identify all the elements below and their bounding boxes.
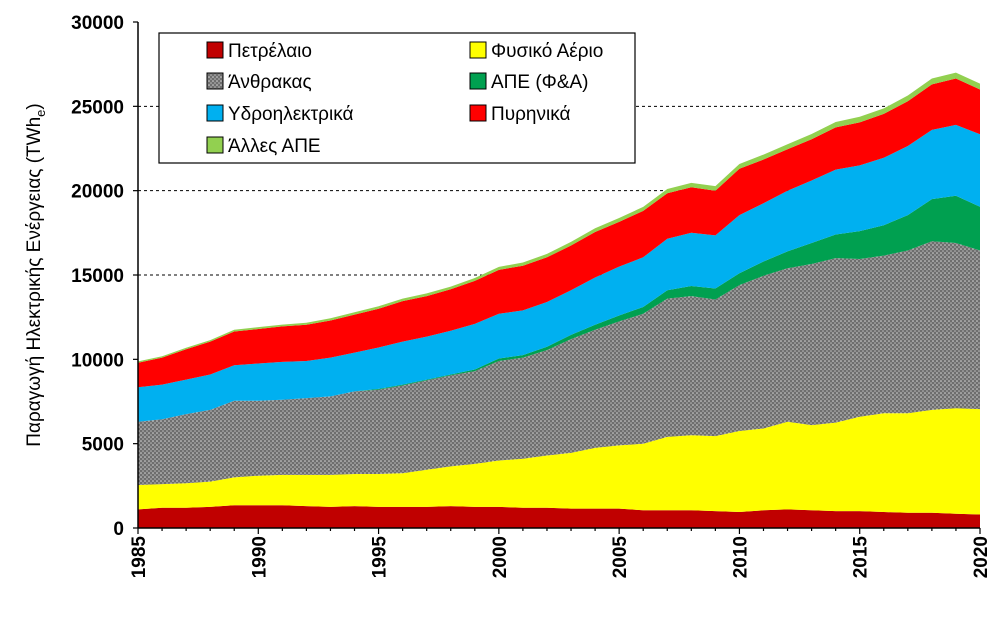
legend-swatch (206, 72, 224, 90)
x-tick-label: 2005 (610, 536, 631, 579)
y-tick-label: 25000 (71, 97, 124, 118)
area-2 (138, 241, 980, 485)
legend-label: Υδροηλεκτρικά (228, 104, 353, 125)
y-tick-label: 30000 (71, 13, 124, 34)
x-tick-label: 1990 (249, 536, 270, 578)
y-tick-label: 5000 (82, 435, 124, 456)
legend-swatch (469, 104, 487, 122)
x-tick-labels: 1985 1990 1995 2000 2005 2010 2015 2020 (129, 536, 992, 579)
legend-label: Άνθρακας (228, 72, 312, 93)
y-tick-label: 10000 (71, 350, 124, 371)
legend-label: Άλλες ΑΠΕ (228, 136, 321, 157)
y-tick-label: 0 (113, 519, 124, 540)
axes (133, 21, 981, 534)
legend-swatch (206, 136, 224, 154)
area-0 (138, 505, 980, 528)
x-tick-label: 1985 (129, 536, 150, 579)
legend-swatch (206, 41, 224, 59)
area-1 (138, 408, 980, 515)
y-axis-label: Παραγωγή Ηλεκτρικής Ενέργειας (TWhe) (24, 103, 48, 446)
x-tick-label: 2015 (851, 536, 872, 579)
x-tick-label: 2020 (971, 536, 992, 578)
legend-label: Πετρέλαιο (228, 41, 312, 62)
legend-swatch (206, 104, 224, 122)
legend-label: Φυσικό Αέριο (491, 41, 603, 62)
x-tick-label: 2000 (490, 536, 511, 578)
legend-swatch (469, 41, 487, 59)
x-tick-label: 1995 (370, 536, 391, 579)
area-4 (138, 124, 980, 422)
y-tick-labels: 0 5000 10000 15000 20000 25000 30000 (71, 13, 124, 540)
legend: Πετρέλαιο Φυσικό Αέριο Άνθρακας ΑΠΕ (Φ&Α) Υδ… (158, 32, 636, 164)
area-series (138, 72, 980, 528)
legend-label: ΑΠΕ (Φ&Α) (491, 72, 589, 93)
legend-box (158, 32, 636, 164)
x-tick-label: 2010 (730, 536, 751, 578)
legend-swatch (469, 72, 487, 90)
y-tick-label: 20000 (71, 182, 124, 203)
legend-label: Πυρηνικά (491, 104, 570, 125)
y-tick-label: 15000 (71, 266, 124, 287)
area-5 (138, 78, 980, 388)
